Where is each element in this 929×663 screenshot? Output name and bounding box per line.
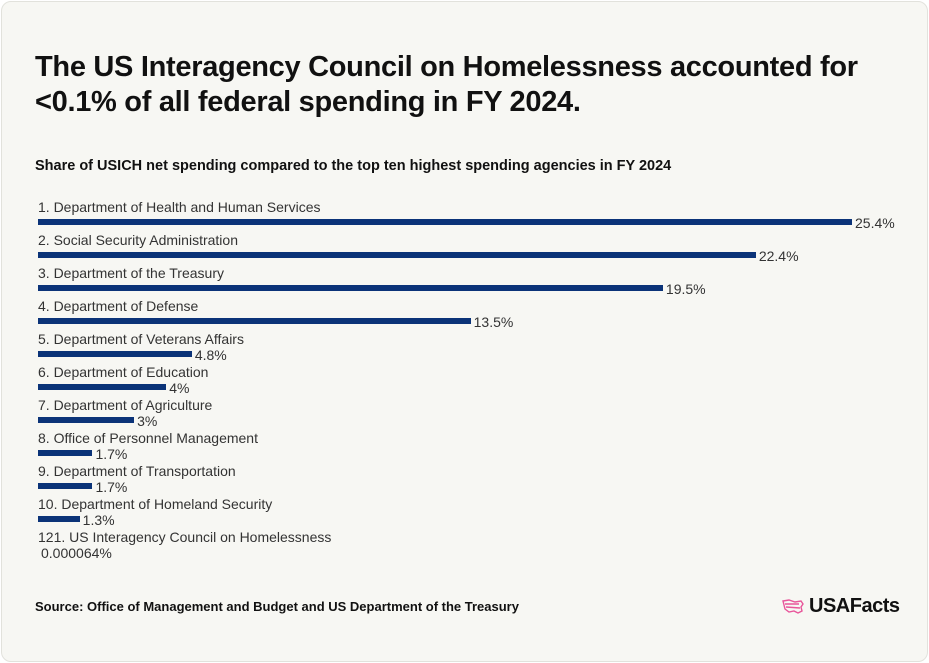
value-label: 3% bbox=[137, 413, 158, 429]
bar bbox=[38, 252, 756, 258]
logo-text: USAFacts bbox=[809, 595, 900, 617]
bar bbox=[38, 219, 852, 225]
value-label: 0.000064% bbox=[41, 545, 112, 561]
category-label: 6. Department of Education bbox=[38, 364, 209, 380]
usafacts-logo: USAFacts bbox=[781, 595, 900, 618]
bar-row: 8. Office of Personnel Management 1.7% bbox=[38, 430, 918, 466]
bar bbox=[38, 516, 80, 522]
bar-row: 6. Department of Education 4% bbox=[38, 364, 918, 400]
bar bbox=[38, 483, 93, 489]
category-label: 2. Social Security Administration bbox=[38, 232, 238, 248]
category-label: 121. US Interagency Council on Homelessn… bbox=[38, 529, 332, 545]
value-label: 22.4% bbox=[758, 248, 799, 264]
bar bbox=[38, 384, 167, 390]
value-label: 4.8% bbox=[194, 347, 227, 363]
chart-subtitle: Share of USICH net spending compared to … bbox=[35, 158, 672, 174]
bar-row: 10. Department of Homeland Security 1.3% bbox=[38, 496, 918, 532]
bar-row: 121. US Interagency Council on Homelessn… bbox=[38, 529, 918, 565]
bar bbox=[38, 351, 192, 357]
bar-row: 1. Department of Health and Human Servic… bbox=[38, 199, 918, 235]
category-label: 5. Department of Veterans Affairs bbox=[38, 331, 244, 347]
value-label: 13.5% bbox=[473, 314, 514, 330]
bar-row: 9. Department of Transportation 1.7% bbox=[38, 463, 918, 499]
value-label: 4% bbox=[169, 380, 190, 396]
value-label: 1.7% bbox=[95, 446, 128, 462]
us-map-icon bbox=[782, 598, 804, 614]
value-label: 1.7% bbox=[95, 479, 128, 495]
category-label: 3. Department of the Treasury bbox=[38, 265, 224, 281]
bar-row: 5. Department of Veterans Affairs 4.8% bbox=[38, 331, 918, 367]
value-label: 19.5% bbox=[665, 281, 706, 297]
bar-row: 3. Department of the Treasury 19.5% bbox=[38, 265, 918, 301]
value-label: 25.4% bbox=[855, 215, 895, 231]
category-label: 7. Department of Agriculture bbox=[38, 397, 213, 413]
category-label: 1. Department of Health and Human Servic… bbox=[38, 199, 321, 215]
category-label: 4. Department of Defense bbox=[38, 298, 199, 314]
category-label: 10. Department of Homeland Security bbox=[38, 496, 273, 512]
bar-row: 2. Social Security Administration 22.4% bbox=[38, 232, 918, 268]
bar bbox=[38, 318, 471, 324]
source-note: Source: Office of Management and Budget … bbox=[35, 599, 519, 614]
bar bbox=[38, 417, 135, 423]
bar-row: 7. Department of Agriculture 3% bbox=[38, 397, 918, 433]
value-label: 1.3% bbox=[82, 512, 115, 528]
bar-row: 4. Department of Defense 13.5% bbox=[38, 298, 918, 334]
bar bbox=[38, 450, 93, 456]
category-label: 8. Office of Personnel Management bbox=[38, 430, 258, 446]
bar bbox=[38, 285, 663, 291]
category-label: 9. Department of Transportation bbox=[38, 463, 236, 479]
chart-title: The US Interagency Council on Homelessne… bbox=[35, 51, 858, 118]
